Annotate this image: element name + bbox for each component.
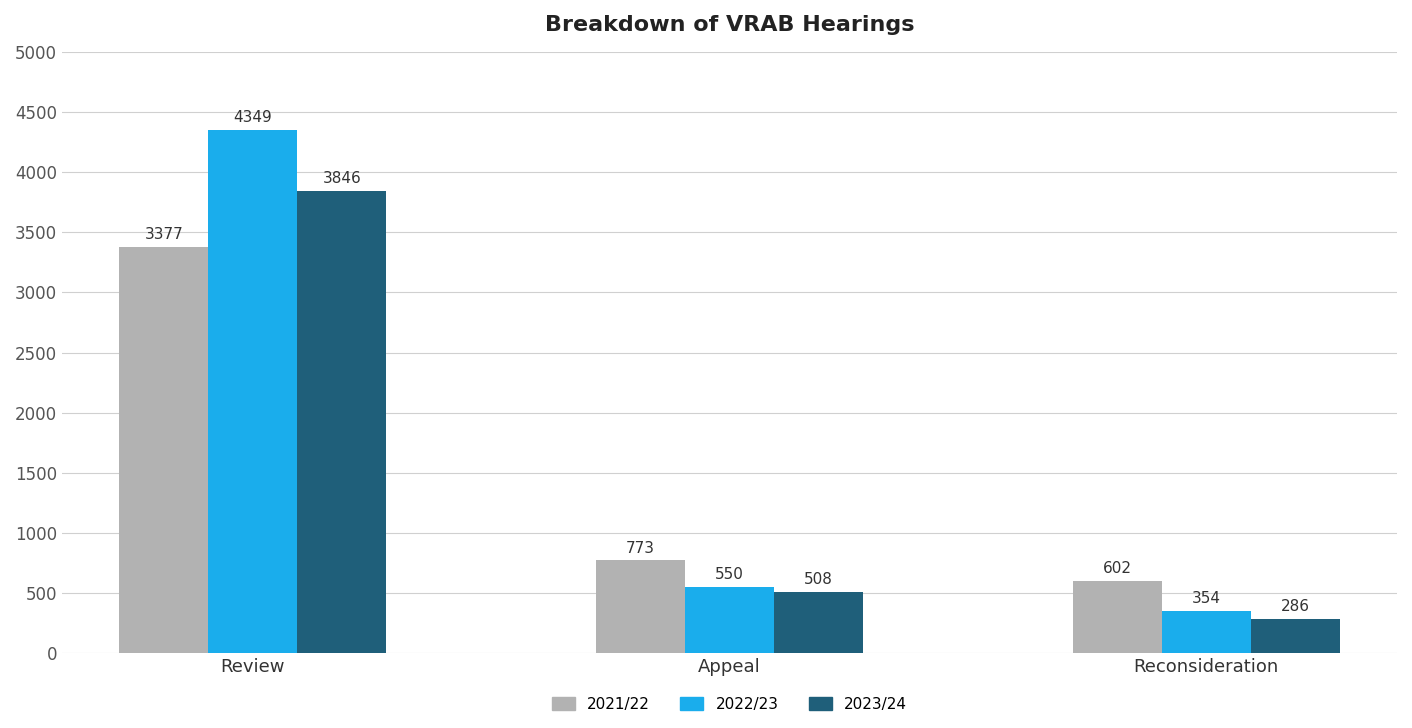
Bar xyxy=(596,561,685,653)
Text: 4349: 4349 xyxy=(233,111,273,125)
Text: 354: 354 xyxy=(1192,591,1221,606)
Text: 3377: 3377 xyxy=(144,227,184,242)
Bar xyxy=(1251,619,1340,653)
Text: 286: 286 xyxy=(1281,599,1310,614)
Title: Breakdown of VRAB Hearings: Breakdown of VRAB Hearings xyxy=(545,15,914,35)
Text: 3846: 3846 xyxy=(322,171,361,186)
Bar xyxy=(119,247,208,653)
Text: 550: 550 xyxy=(714,567,744,582)
Bar xyxy=(208,130,297,653)
Legend: 2021/22, 2022/23, 2023/24: 2021/22, 2022/23, 2023/24 xyxy=(545,691,914,718)
Bar xyxy=(297,191,387,653)
Bar xyxy=(1073,581,1162,653)
Bar xyxy=(685,587,774,653)
Text: 773: 773 xyxy=(626,541,655,555)
Bar xyxy=(774,593,863,653)
Text: 508: 508 xyxy=(803,572,833,587)
Text: 602: 602 xyxy=(1103,561,1132,576)
Bar xyxy=(1162,611,1251,653)
